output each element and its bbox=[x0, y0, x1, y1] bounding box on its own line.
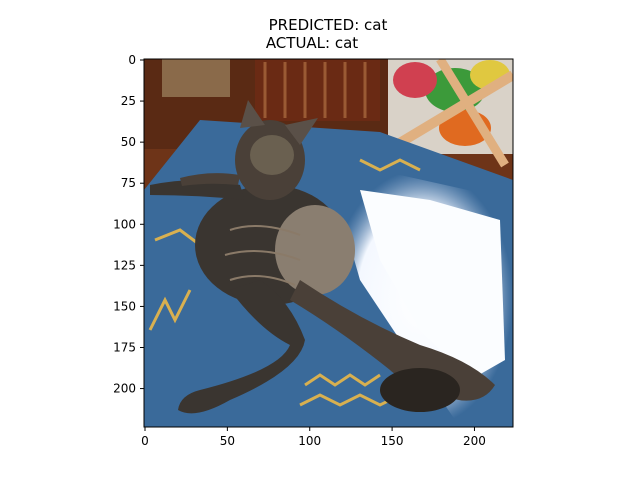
y-tick-label: 200 bbox=[113, 382, 136, 396]
x-axis: 0 50 100 150 200 bbox=[141, 427, 486, 448]
y-tick-label: 75 bbox=[121, 176, 136, 190]
cat-photo bbox=[144, 59, 513, 427]
y-tick-label: 125 bbox=[113, 258, 136, 272]
x-tick-label: 50 bbox=[220, 434, 235, 448]
y-tick-label: 0 bbox=[128, 53, 136, 67]
chart-title-actual: ACTUAL: cat bbox=[265, 34, 359, 52]
x-tick-label: 100 bbox=[298, 434, 321, 448]
y-tick-label: 100 bbox=[113, 217, 136, 231]
chart-title-predicted: PREDICTED: cat bbox=[268, 16, 388, 34]
y-axis: 0 25 50 75 100 125 150 175 200 bbox=[113, 53, 144, 396]
x-tick-label: 200 bbox=[463, 434, 486, 448]
y-tick-label: 50 bbox=[121, 135, 136, 149]
axes-frame bbox=[143, 58, 514, 428]
y-tick-label: 175 bbox=[113, 341, 136, 355]
x-tick-label: 0 bbox=[141, 434, 149, 448]
y-tick-label: 25 bbox=[121, 94, 136, 108]
x-tick-label: 150 bbox=[381, 434, 404, 448]
y-tick-label: 150 bbox=[113, 299, 136, 313]
